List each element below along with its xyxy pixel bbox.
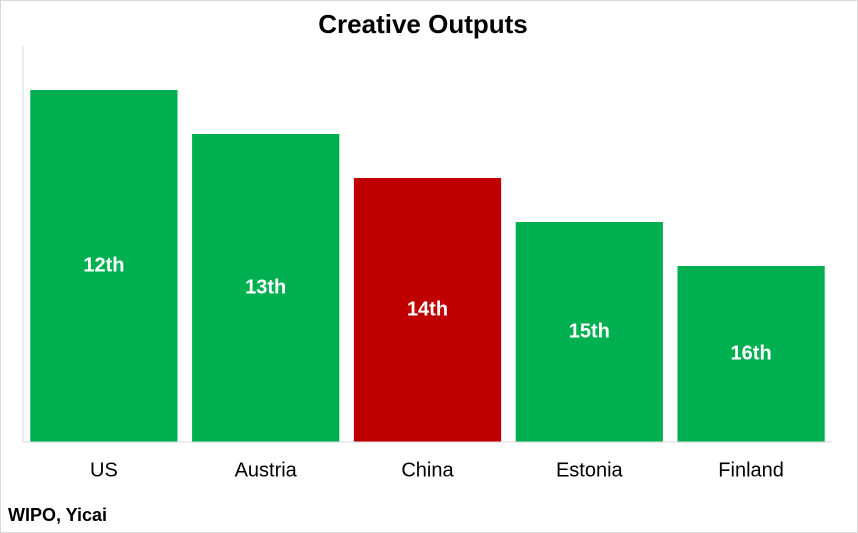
- data-label: 12th: [83, 254, 124, 276]
- x-tick-label: China: [401, 459, 454, 481]
- data-label: 15th: [569, 320, 610, 342]
- x-tick-label: Estonia: [556, 459, 624, 481]
- data-label: 16th: [731, 342, 772, 364]
- bar: [30, 90, 178, 442]
- bar: [192, 134, 340, 442]
- x-tick-label: Finland: [718, 459, 784, 481]
- bar: [515, 222, 663, 442]
- bar: [677, 266, 825, 442]
- data-label: 13th: [245, 276, 286, 298]
- source-note: WIPO, Yicai: [8, 505, 107, 525]
- x-tick-label: Austria: [235, 459, 298, 481]
- bar: [353, 178, 502, 442]
- x-tick-label: US: [90, 459, 118, 481]
- data-label: 14th: [407, 298, 448, 320]
- chart-title: Creative Outputs: [318, 9, 528, 39]
